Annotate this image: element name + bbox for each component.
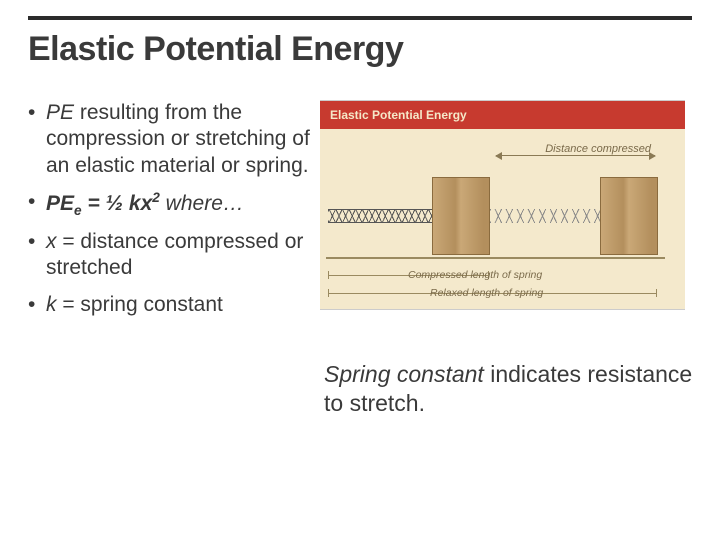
right-column: Elastic Potential Energy Distance compre… xyxy=(320,100,720,540)
caption-term: Spring constant xyxy=(324,361,484,387)
spring-figure: Elastic Potential Energy Distance compre… xyxy=(320,100,685,310)
var-x: x xyxy=(46,230,57,253)
compressed-length-label: Compressed length of spring xyxy=(408,269,542,281)
formula-PE-symbol: PE xyxy=(46,192,74,215)
bullet-list: PE resulting from the compression or str… xyxy=(0,100,320,540)
formula-where: where… xyxy=(160,192,244,215)
ground-line xyxy=(326,257,665,259)
block-compressed xyxy=(432,177,490,255)
bullet-k-text: = spring constant xyxy=(57,293,223,316)
spring-relaxed-segment xyxy=(490,209,600,223)
bullet-definition: PE resulting from the compression or str… xyxy=(28,100,312,179)
bullet-formula: PEe = ½ kx2 where… xyxy=(28,189,312,219)
content-area: PE resulting from the compression or str… xyxy=(0,100,720,540)
bullet-definition-text: resulting from the compression or stretc… xyxy=(46,101,310,177)
figure-body: Distance compressed Compressed length of… xyxy=(320,129,685,309)
tick xyxy=(328,271,329,279)
figure-header: Elastic Potential Energy xyxy=(320,101,685,129)
title-rule xyxy=(28,16,692,20)
distance-arrow xyxy=(496,155,655,156)
formula-eq: = ½ kx xyxy=(82,192,153,215)
bullet-k-def: k = spring constant xyxy=(28,292,312,318)
block-relaxed xyxy=(600,177,658,255)
relaxed-length-label: Relaxed length of spring xyxy=(430,287,543,299)
term-PE: PE xyxy=(46,101,74,124)
formula-exponent-2: 2 xyxy=(152,190,160,205)
tick xyxy=(656,289,657,297)
bullet-x-def: x = distance compressed or stretched xyxy=(28,229,312,282)
slide-title: Elastic Potential Energy xyxy=(28,30,403,69)
formula-subscript-e: e xyxy=(74,203,82,218)
tick xyxy=(328,289,329,297)
distance-compressed-label: Distance compressed xyxy=(545,143,651,155)
var-k: k xyxy=(46,293,57,316)
spring-constant-caption: Spring constant indicates resistance to … xyxy=(320,360,696,418)
spring-compressed xyxy=(328,209,432,223)
bullet-x-text: = distance compressed or stretched xyxy=(46,230,303,279)
formula-PEe: PEe = ½ kx2 xyxy=(46,192,160,215)
